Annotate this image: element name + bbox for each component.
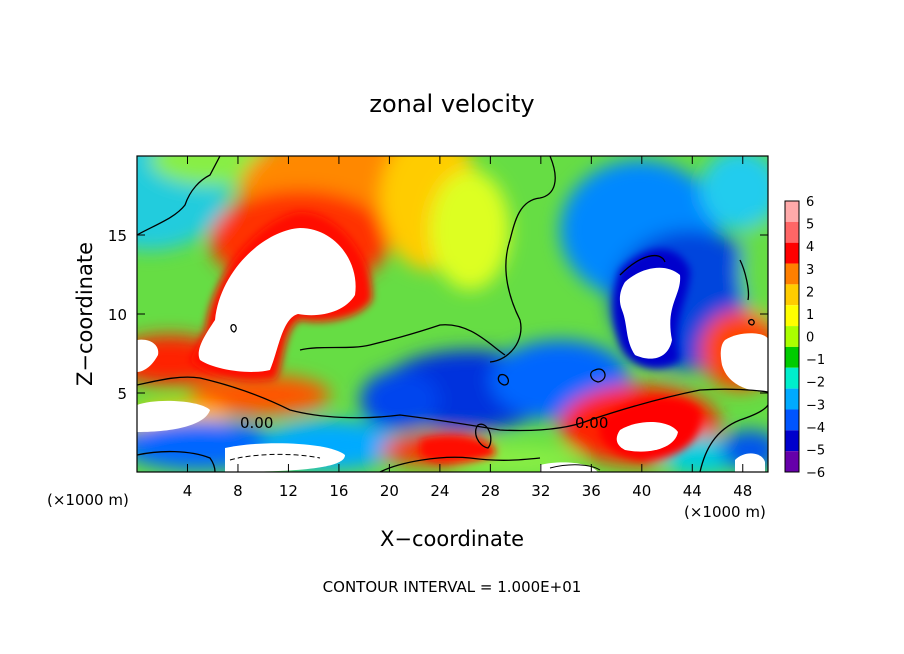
out-of-range-regions — [137, 228, 768, 472]
x-tick-label: 36 — [582, 482, 601, 500]
y-axis-label: Z−coordinate — [73, 242, 97, 386]
colorbar-label: 6 — [806, 195, 814, 210]
x-tick-label: 32 — [531, 482, 550, 500]
colorbar-swatch — [785, 284, 799, 306]
colorbar-label: 0 — [806, 331, 814, 346]
chart-title: zonal velocity — [369, 90, 534, 118]
zero-contours — [137, 156, 768, 472]
colorbar-swatch — [785, 409, 799, 431]
x-tick-label: 40 — [632, 482, 651, 500]
y-tick-label: 10 — [108, 306, 127, 324]
colorbar-swatch — [785, 430, 799, 452]
colorbar-swatch — [785, 201, 799, 222]
colorbar-label: 2 — [806, 285, 814, 300]
colorbar-label: 4 — [806, 240, 814, 255]
colorbar-swatch — [785, 242, 799, 264]
x-tick-label: 44 — [683, 482, 702, 500]
x-tick-label: 12 — [279, 482, 298, 500]
colorbar-label: −2 — [806, 376, 825, 391]
colorbar-label: 5 — [806, 218, 814, 233]
colorbar-swatch — [785, 221, 799, 243]
colorbar-swatch — [785, 451, 799, 472]
contour-label-left: 0.00 — [240, 414, 273, 432]
colorbar-swatch — [785, 367, 799, 389]
x-tick-label: 4 — [183, 482, 193, 500]
x-axis-label: X−coordinate — [380, 527, 524, 551]
colorbar-label: 1 — [806, 308, 814, 323]
x-tick-label: 20 — [380, 482, 399, 500]
y-axis: 5 10 15 — [108, 227, 768, 403]
colorbar-label: −1 — [806, 353, 825, 368]
colorbar-label: −5 — [806, 443, 825, 458]
contour-interval-footer: CONTOUR INTERVAL = 1.000E+01 — [323, 578, 582, 596]
heatmap-field: 0.00 0.00 — [137, 156, 768, 472]
x-tick-label: 24 — [430, 482, 449, 500]
colorbar-frame — [784, 200, 800, 473]
x-tick-label: 28 — [481, 482, 500, 500]
colorbar-label: −6 — [806, 466, 825, 481]
colorbar-swatch — [785, 263, 799, 285]
colorbar-label: −3 — [806, 398, 825, 413]
colorbar-label: −4 — [806, 421, 825, 436]
contour-label-right: 0.00 — [575, 414, 608, 432]
x-unit-right: (×1000 m) — [684, 503, 766, 521]
colorbar-label: 3 — [806, 263, 814, 278]
x-tick-label: 16 — [329, 482, 348, 500]
y-tick-label: 5 — [117, 385, 127, 403]
y-tick-label: 15 — [108, 227, 127, 245]
x-unit-left: (×1000 m) — [47, 491, 129, 509]
colorbar: 6 5 4 3 2 1 0 −1 −2 −3 −4 −5 −6 — [784, 195, 825, 481]
colorbar-swatch — [785, 346, 799, 368]
x-axis: 4 8 12 16 20 24 28 32 36 40 44 48 — [183, 156, 752, 500]
x-tick-label: 8 — [233, 482, 243, 500]
colorbar-swatch — [785, 388, 799, 410]
x-tick-label: 48 — [733, 482, 752, 500]
colorbar-swatch — [785, 326, 799, 347]
colorbar-swatch — [785, 305, 799, 327]
